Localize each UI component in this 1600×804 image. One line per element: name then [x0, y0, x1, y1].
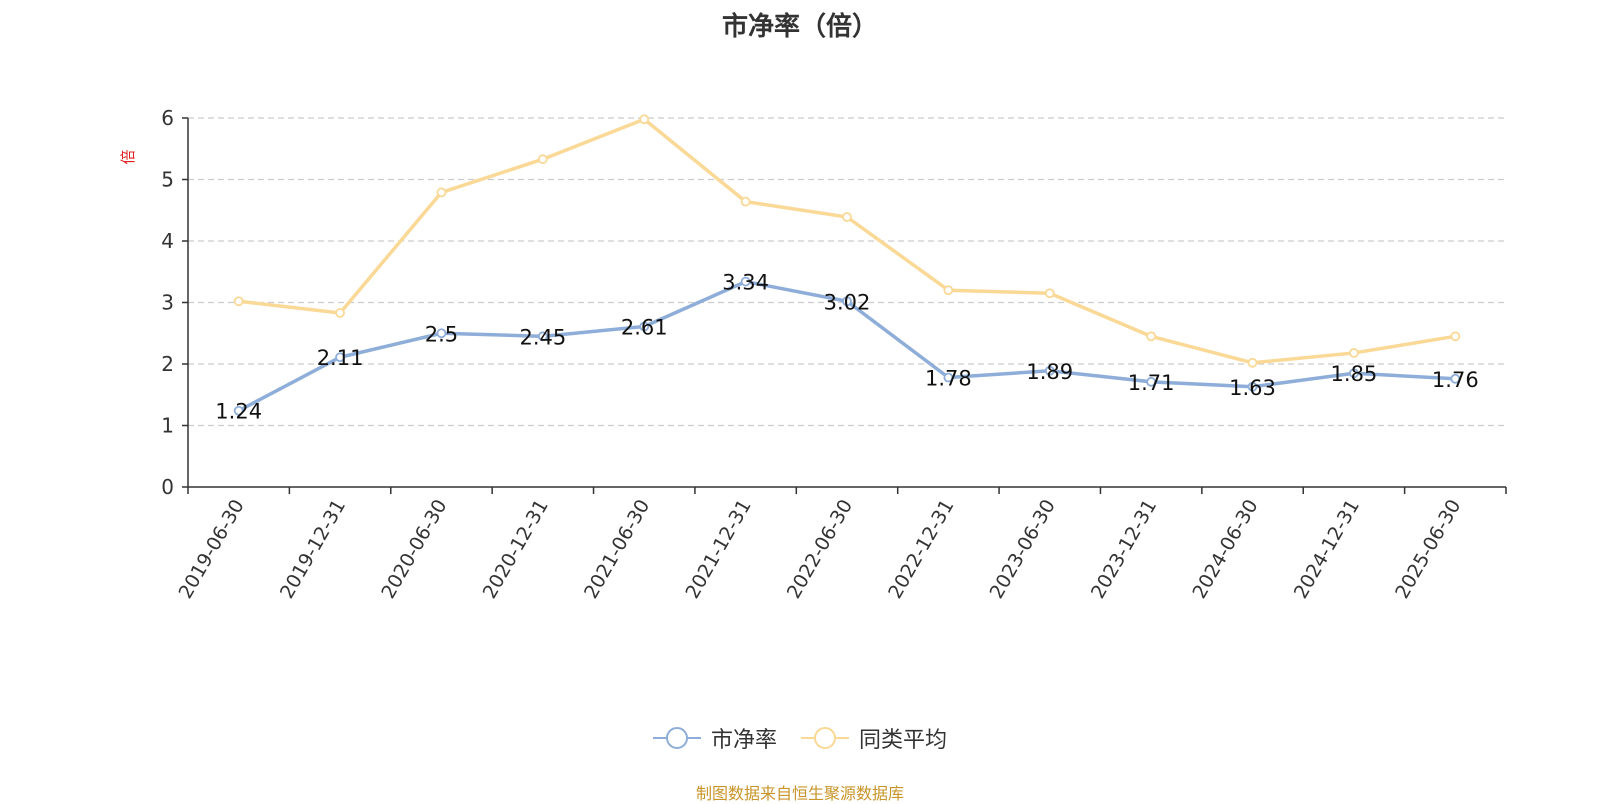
data-label: 1.85 — [1331, 362, 1378, 386]
x-tick-label: 2020-12-31 — [479, 496, 553, 603]
data-point-series-2 — [1450, 331, 1461, 342]
y-axis-label: 倍 — [119, 149, 137, 164]
data-labels: 1.24 2.11 2.5 2.45 2.61 3.34 3.02 1.78 1.89 1.71 1… — [215, 271, 1478, 424]
data-point-series-1 — [436, 328, 447, 339]
data-point-series-2 — [436, 187, 447, 198]
data-point-series-1 — [1349, 368, 1359, 379]
y-tick-label: 5 — [161, 168, 174, 192]
data-point-series-1 — [537, 331, 548, 342]
data-point-series-1 — [1450, 373, 1461, 384]
data-label: 2.45 — [519, 325, 566, 349]
data-point-series-2 — [537, 154, 548, 165]
series-lines — [233, 114, 1461, 416]
legend-marker-series-1 — [652, 727, 701, 749]
data-label: 3.02 — [824, 290, 871, 314]
data-point-series-1 — [335, 352, 345, 363]
data-point-series-2 — [740, 196, 751, 207]
data-label: 1.63 — [1229, 376, 1276, 400]
data-point-series-2 — [639, 114, 650, 125]
data-point-series-1 — [1146, 376, 1157, 387]
legend-item-series-2[interactable]: 同类平均 — [801, 722, 947, 754]
data-point-series-1 — [1044, 365, 1055, 376]
x-tick-label: 2023-12-31 — [1087, 496, 1161, 603]
x-tick-label: 2021-06-30 — [580, 496, 654, 603]
data-label: 2.61 — [621, 315, 668, 339]
data-label: 2.11 — [317, 346, 364, 370]
data-point-series-2 — [1146, 331, 1157, 342]
y-tick-label: 0 — [161, 475, 174, 499]
data-label: 1.78 — [925, 367, 972, 391]
legend-label-series-1: 市净率 — [710, 728, 777, 753]
data-point-series-1 — [842, 296, 852, 307]
data-point-series-2 — [233, 296, 244, 307]
x-tick-label: 2022-06-30 — [783, 496, 857, 603]
data-point-series-1 — [639, 321, 650, 332]
x-tick-label: 2022-12-31 — [884, 496, 958, 603]
data-point-series-2 — [842, 212, 852, 222]
y-tick-label: 3 — [161, 291, 174, 315]
x-tick-label: 2019-06-30 — [175, 496, 249, 603]
source-note: 制图数据来自恒生聚源数据库 — [695, 784, 904, 803]
data-label: 1.24 — [215, 400, 262, 424]
y-tick-label: 2 — [161, 352, 174, 376]
data-point-series-2 — [943, 285, 954, 296]
x-tick-label: 2021-12-31 — [681, 496, 755, 603]
y-tick-label: 4 — [161, 229, 174, 253]
data-label: 1.89 — [1026, 360, 1073, 384]
data-point-series-1 — [943, 372, 954, 383]
legend: 市净率 同类平均 — [0, 722, 1600, 754]
data-point-series-2 — [1247, 357, 1258, 368]
chart-title: 市净率（倍） — [721, 12, 878, 42]
y-tick-label: 1 — [161, 414, 174, 438]
data-point-series-1 — [740, 276, 751, 287]
data-point-series-1 — [233, 405, 244, 416]
x-tick-label: 2024-06-30 — [1188, 496, 1262, 603]
legend-label-series-2: 同类平均 — [859, 728, 948, 753]
x-tick-label: 2023-06-30 — [986, 496, 1060, 603]
y-tick-label: 6 — [161, 106, 174, 130]
x-tick-label: 2020-06-30 — [377, 496, 451, 603]
legend-item-series-1[interactable]: 市净率 — [652, 722, 777, 754]
data-label: 2.5 — [425, 322, 458, 346]
data-label: 1.76 — [1432, 368, 1479, 392]
data-label: 3.34 — [722, 271, 769, 295]
x-tick-label: 2025-06-30 — [1391, 496, 1465, 603]
data-point-series-1 — [1247, 381, 1258, 392]
data-point-series-2 — [1349, 348, 1359, 358]
legend-marker-series-2 — [801, 727, 849, 749]
data-point-series-2 — [1044, 288, 1055, 299]
x-tick-label: 2024-12-31 — [1290, 496, 1364, 603]
data-point-series-2 — [335, 308, 345, 318]
data-label: 1.71 — [1128, 371, 1175, 395]
x-tick-label: 2019-12-31 — [276, 496, 350, 603]
